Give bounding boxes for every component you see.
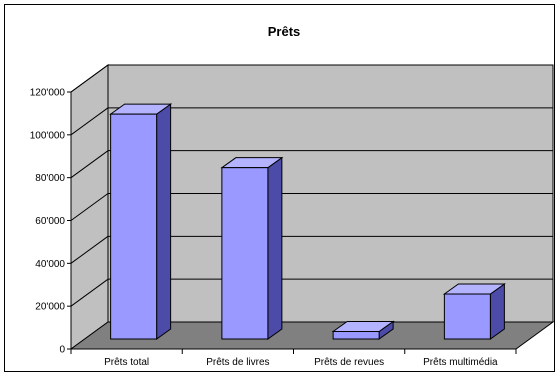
y-tick-label: 100'000 [30, 130, 66, 141]
gridlines [70, 64, 553, 307]
x-axis-ticks: Prêts total Prêts de livres Prêts de revue… [70, 349, 517, 368]
gridline-side [70, 278, 109, 307]
bars [109, 103, 506, 340]
y-tick-label: 80'000 [35, 173, 65, 184]
y-tick-label: 20'000 [35, 302, 65, 313]
bar-side [156, 103, 172, 340]
y-tick-label: 0 [59, 345, 65, 356]
chart-title: Prêts [268, 24, 301, 39]
gridline-side [70, 193, 109, 221]
gridline-side [70, 64, 109, 93]
bar-side [267, 156, 283, 340]
bar [109, 103, 173, 340]
x-tick-label: Prêts total [104, 357, 149, 368]
bar-front [221, 167, 269, 340]
bar [220, 156, 284, 340]
y-tick-label: 40'000 [35, 259, 65, 270]
bar-front [443, 293, 491, 340]
bar-front [332, 331, 380, 340]
bar [331, 320, 395, 340]
gridline-side [70, 150, 109, 179]
x-tick-label: Prêts de livres [206, 357, 269, 368]
x-tick-label: Prêts multimédia [423, 357, 498, 368]
gridline-side [70, 235, 109, 264]
y-tick-label: 60'000 [35, 216, 65, 227]
y-tick-label: 120'000 [30, 88, 66, 99]
y-axis-ticks: 0 20'000 40'000 60'000 80'000 100'000 120'000 [30, 88, 71, 356]
x-tick-label: Prêts de revues [314, 357, 384, 368]
bar [442, 283, 506, 340]
gridline-side [70, 107, 109, 136]
bar-front [110, 113, 158, 340]
